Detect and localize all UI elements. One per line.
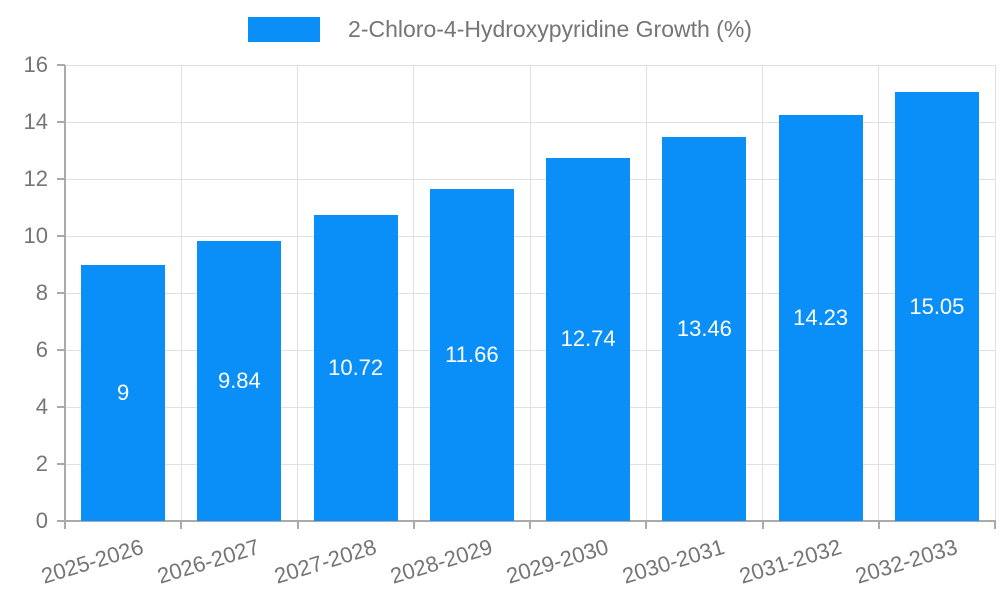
bar-value-label: 13.46 xyxy=(676,316,732,342)
v-gridline xyxy=(878,65,880,521)
x-axis-label: 2032-2033 xyxy=(852,534,961,589)
bar-value-label: 14.23 xyxy=(793,305,849,331)
legend-label: 2-Chloro-4-Hydroxypyridine Growth (%) xyxy=(348,16,752,42)
legend-swatch-icon xyxy=(248,16,321,42)
x-axis-line xyxy=(64,520,996,522)
bar-value-label: 12.74 xyxy=(560,326,616,352)
y-axis-tick-label: 6 xyxy=(35,337,48,362)
y-tick-mark xyxy=(57,121,65,123)
bar[interactable] xyxy=(197,240,282,521)
bar[interactable] xyxy=(81,264,166,521)
bar[interactable] xyxy=(894,92,979,521)
y-tick-mark xyxy=(57,235,65,237)
bar-value-label: 10.72 xyxy=(328,355,384,381)
y-axis-tick-label: 10 xyxy=(23,223,48,248)
x-axis-label: 2030-2031 xyxy=(619,534,728,589)
y-tick-mark xyxy=(57,520,65,522)
y-tick-mark xyxy=(57,64,65,66)
v-gridline xyxy=(180,65,182,521)
y-axis-tick-label: 8 xyxy=(35,280,48,305)
x-tick-mark xyxy=(64,521,66,529)
x-tick-mark xyxy=(412,521,415,529)
v-gridline xyxy=(413,65,415,521)
bar[interactable] xyxy=(546,157,631,521)
v-gridline xyxy=(762,65,763,521)
y-tick-mark xyxy=(57,178,65,180)
y-tick-mark xyxy=(57,406,65,408)
v-gridline xyxy=(994,65,996,521)
x-tick-mark xyxy=(877,521,880,529)
y-axis-tick-label: 2 xyxy=(35,451,48,476)
x-axis-label: 2025-2026 xyxy=(38,534,147,589)
y-tick-mark xyxy=(57,349,65,351)
y-axis-tick-label: 0 xyxy=(35,508,48,533)
v-gridline xyxy=(645,65,647,521)
x-axis-label: 2026-2027 xyxy=(154,534,263,589)
y-axis-tick-label: 14 xyxy=(23,109,48,134)
y-tick-mark xyxy=(57,292,65,294)
x-tick-mark xyxy=(994,521,996,529)
x-axis-label: 2029-2030 xyxy=(503,534,612,589)
chart-legend[interactable]: 2-Chloro-4-Hydroxypyridine Growth (%) xyxy=(0,14,1000,44)
y-axis-tick-label: 12 xyxy=(23,166,48,191)
bar-value-label: 15.05 xyxy=(909,293,965,319)
x-axis-label: 2027-2028 xyxy=(271,534,379,589)
bar-value-label: 11.66 xyxy=(445,341,499,367)
x-tick-mark xyxy=(296,521,299,529)
y-axis-tick-label: 16 xyxy=(23,52,48,77)
v-gridline xyxy=(529,65,531,521)
x-tick-mark xyxy=(529,521,531,529)
x-tick-mark xyxy=(761,521,764,529)
bar[interactable] xyxy=(778,115,863,521)
bar-value-label: 9 xyxy=(117,379,130,405)
y-axis-tick-label: 4 xyxy=(35,394,48,419)
bar[interactable] xyxy=(662,137,747,521)
y-tick-mark xyxy=(57,463,65,465)
y-axis-line xyxy=(64,65,66,521)
bar-value-label: 9.84 xyxy=(217,367,261,393)
bar[interactable] xyxy=(429,188,514,521)
x-tick-mark xyxy=(180,521,183,529)
v-gridline xyxy=(297,65,298,521)
x-tick-mark xyxy=(645,521,648,529)
bar[interactable] xyxy=(313,215,398,521)
x-axis-label: 2031-2032 xyxy=(736,534,844,589)
x-axis-label: 2028-2029 xyxy=(387,534,496,589)
